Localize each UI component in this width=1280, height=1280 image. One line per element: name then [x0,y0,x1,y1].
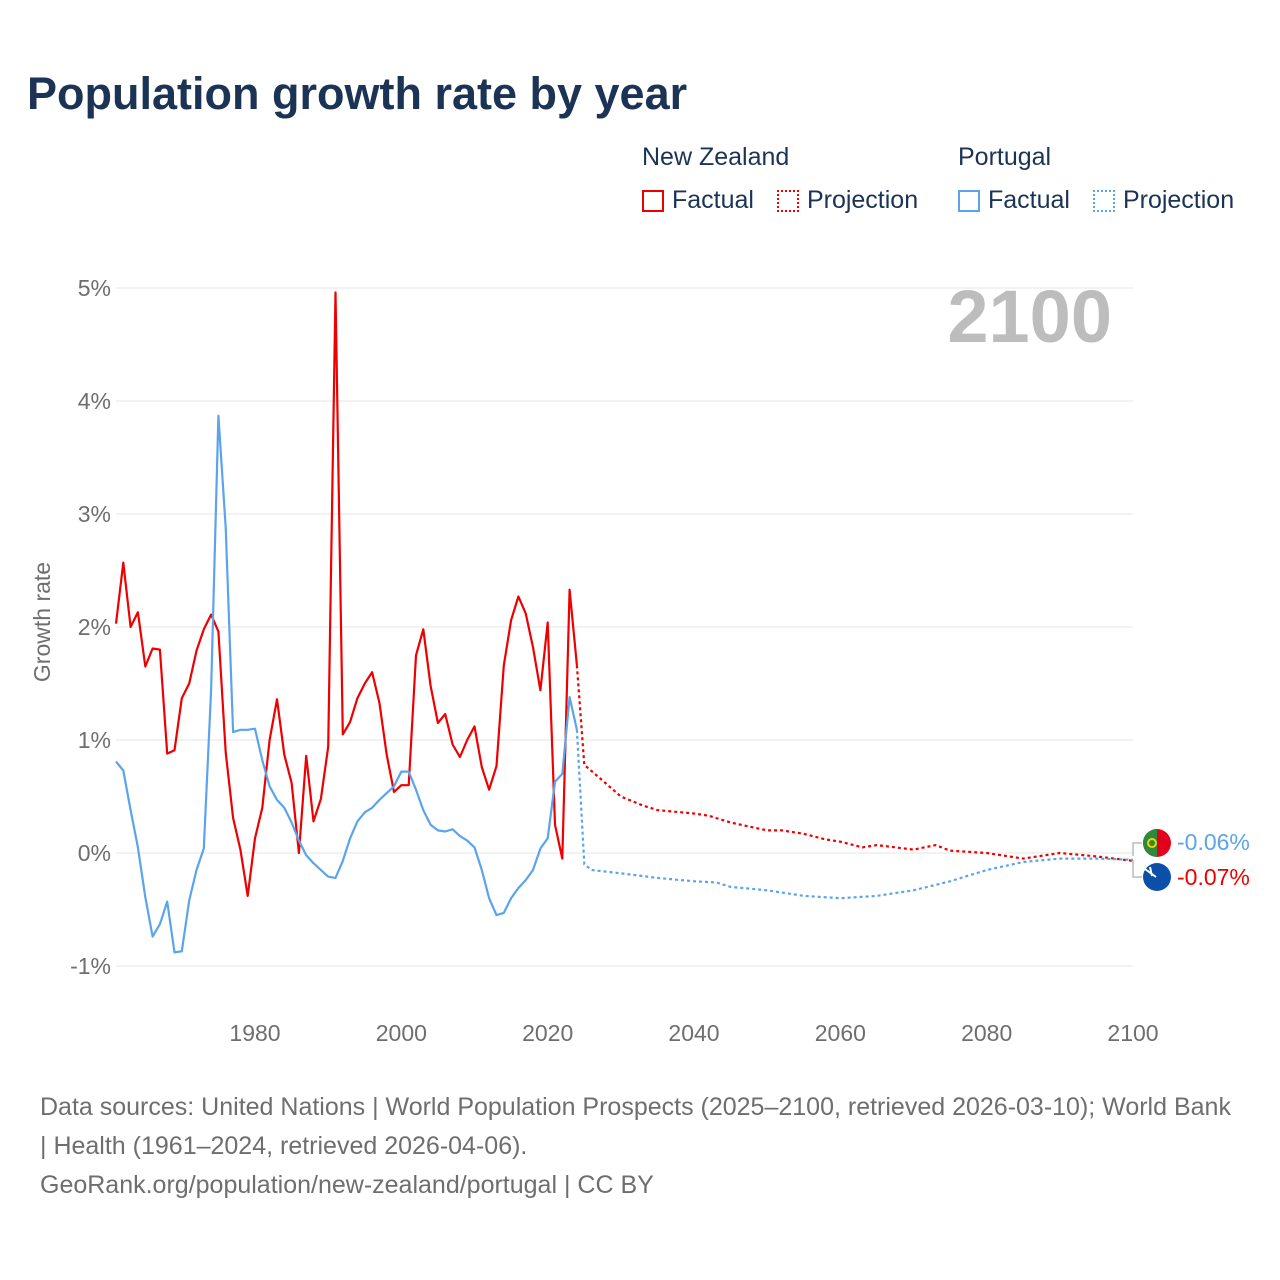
end-value-label: -0.07% [1177,864,1250,890]
y-tick-label: 3% [78,501,111,527]
y-tick-label: 5% [78,275,111,301]
source-link[interactable]: GeoRank.org/population/new-zealand/portu… [40,1171,654,1199]
legend-label: Projection [1122,186,1235,214]
end-value-label: -0.06% [1177,829,1250,855]
legend-swatch [958,189,980,212]
y-tick-label: 2% [78,614,111,640]
legend-swatch [642,189,664,212]
label-connector [1132,842,1142,878]
y-tick-label: 4% [78,388,111,414]
legend-swatch [1092,189,1115,212]
x-tick-label: 2040 [668,1020,719,1046]
y-tick-label: 1% [78,727,111,753]
line-chart: 2100 Growth rate -1% 0% 1% 2% 3% 4% 5% 1980 2000… [29,275,1250,1046]
chart-title: Population growth rate by year [27,68,688,119]
flag-emblem [1147,838,1157,848]
legend-label: Factual [988,186,1070,214]
series-line-portugal-factual [115,414,578,954]
legend-heading: Portugal [958,143,1052,171]
year-label: 2100 [947,275,1112,358]
x-tick-label: 2100 [1107,1020,1158,1046]
flag-union [1144,866,1157,878]
x-tick-label: 2080 [961,1020,1012,1046]
data-sources: Data sources: United Nations | World Pop… [40,1093,1231,1160]
x-tick-label: 2020 [522,1020,573,1046]
legend-item-pt-projection[interactable]: Projection [1092,186,1235,215]
y-tick-label: 0% [78,840,111,866]
legend-label: Projection [806,186,919,214]
legend-item-nz-projection[interactable]: Projection [776,186,919,215]
legend-label: Factual [672,186,754,214]
legend-heading: New Zealand [642,143,790,171]
flag-green [1143,829,1157,857]
x-tick-label: 2000 [376,1020,427,1046]
y-axis-label: Growth rate [29,562,55,682]
flag-portugal-icon [1143,829,1171,857]
series-line-portugal-projection [575,729,1134,900]
legend-portugal: Portugal Factual Projection [958,143,1250,219]
flag-blue [1143,863,1171,891]
y-tick-label: -1% [70,953,111,979]
series-line-new-zealand-projection [575,665,1134,862]
x-tick-label: 1980 [229,1020,280,1046]
legend-new-zealand: New Zealand Factual Projection [642,143,934,219]
legend-swatch [776,189,799,212]
series-line-new-zealand-factual [114,291,578,898]
x-tick-label: 2060 [815,1020,866,1046]
flag-new-zealand-icon [1143,863,1171,891]
footer: Data sources: United Nations | World Pop… [40,1088,1240,1205]
legend-item-pt-factual[interactable]: Factual [958,186,1070,215]
legend-item-nz-factual[interactable]: Factual [642,186,754,215]
